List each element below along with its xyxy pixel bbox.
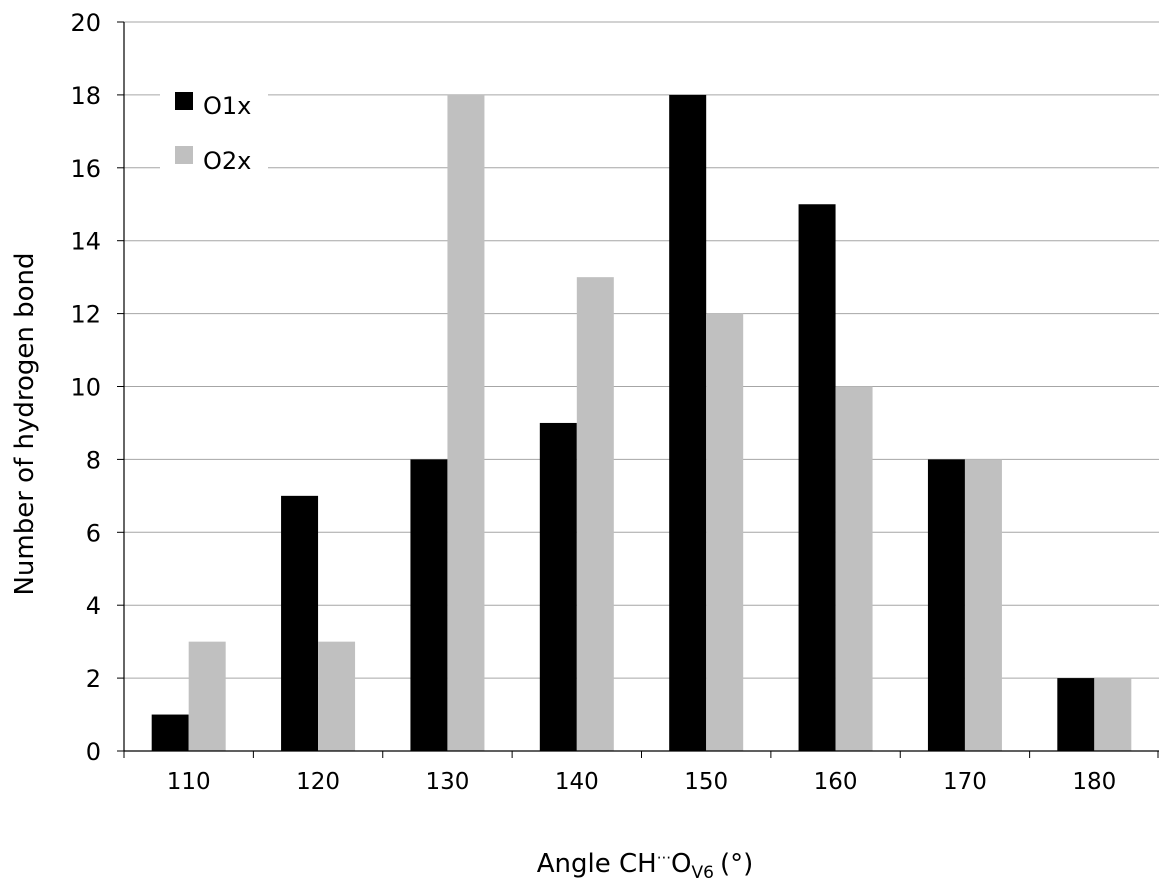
legend-swatch-o2x (175, 146, 193, 164)
bar-o2x-110 (188, 641, 226, 751)
y-tick-label: 4 (86, 592, 101, 620)
y-tick-label: 2 (86, 665, 101, 693)
y-axis-title: Number of hydrogen bond (10, 252, 40, 595)
y-tick-label: 20 (70, 9, 101, 37)
bar-o1x-140 (539, 422, 577, 751)
x-axis-title-main: Angle CH (537, 849, 657, 879)
bar-o2x-170 (964, 459, 1002, 751)
y-tick-label: 14 (70, 228, 101, 256)
bar-o1x-150 (669, 94, 707, 751)
bar-o1x-180 (1057, 678, 1095, 751)
bar-o1x-170 (927, 459, 965, 751)
x-axis-title-dots: ··· (657, 849, 671, 867)
legend-label-o2x: O2x (203, 147, 251, 175)
bar-o1x-120 (281, 495, 319, 751)
y-tick-label: 10 (70, 374, 101, 402)
legend-label-o1x: O1x (203, 92, 251, 120)
x-axis-title-atom: O (671, 849, 691, 879)
x-tick-label: 150 (684, 769, 728, 795)
x-tick-label: 180 (1072, 769, 1116, 795)
bar-o2x-140 (576, 277, 614, 751)
y-tick-label: 16 (70, 155, 101, 183)
bar-o2x-150 (706, 313, 744, 751)
bar-o1x-110 (151, 714, 189, 751)
x-tick-label: 170 (943, 769, 987, 795)
y-tick-label: 12 (70, 301, 101, 329)
x-axis-ticks: 110 120 130 140 150 160 170 180 (123, 751, 1159, 795)
x-tick-label: 120 (296, 769, 340, 795)
y-tick-label: 8 (86, 446, 101, 474)
y-axis-ticks: 0 2 4 6 8 10 12 14 16 18 20 (70, 9, 124, 766)
y-tick-label: 18 (70, 82, 101, 110)
bar-o1x-130 (410, 459, 448, 751)
x-axis-title: Angle CH···OV6 (°) (537, 849, 754, 883)
x-tick-label: 110 (167, 769, 211, 795)
y-tick-label: 0 (86, 738, 101, 766)
y-tick-label: 6 (86, 519, 101, 547)
x-tick-label: 130 (425, 769, 469, 795)
x-tick-label: 140 (555, 769, 599, 795)
bar-o1x-160 (798, 204, 836, 751)
gridlines (124, 21, 1159, 679)
bar-o2x-160 (835, 386, 873, 751)
x-tick-label: 160 (814, 769, 858, 795)
bars (151, 94, 1132, 751)
legend: O1x O2x (160, 78, 268, 180)
x-axis-title-unit: (°) (720, 849, 753, 879)
bar-o2x-130 (447, 94, 485, 751)
bar-o2x-120 (318, 641, 356, 751)
bar-o2x-180 (1094, 678, 1132, 751)
x-axis-title-subscript: V6 (692, 863, 714, 883)
legend-swatch-o1x (175, 92, 193, 110)
